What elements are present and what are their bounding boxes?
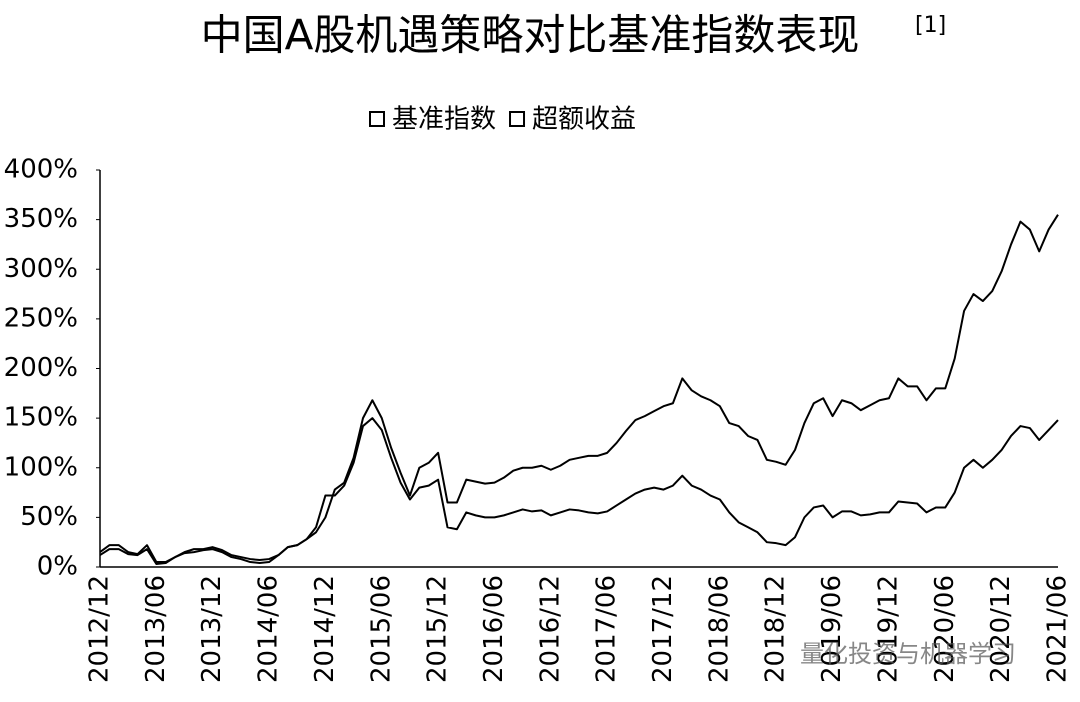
x-tick-label: 2015/12 — [423, 575, 453, 683]
series-line — [99, 214, 1059, 564]
x-tick-label: 2016/12 — [535, 575, 565, 683]
y-tick-label: 50% — [20, 502, 78, 532]
x-tick-label: 2019/12 — [873, 575, 903, 683]
x-tick-label: 2017/06 — [592, 575, 622, 683]
y-tick-label: 100% — [4, 452, 78, 482]
legend-label: 基准指数 — [392, 105, 496, 135]
y-tick-label: 300% — [4, 254, 78, 284]
y-tick-label: 0% — [37, 552, 78, 582]
y-tick-label: 400% — [4, 155, 78, 185]
legend-marker — [509, 111, 526, 127]
x-tick-label: 2017/12 — [648, 575, 678, 683]
y-tick-label: 250% — [4, 303, 78, 333]
x-tick-label: 2015/06 — [366, 575, 396, 683]
x-tick-label: 2020/12 — [986, 575, 1016, 683]
x-tick-label: 2018/06 — [704, 575, 734, 683]
series-line — [99, 417, 1059, 566]
y-tick-label: 150% — [4, 403, 78, 433]
x-tick-label: 2013/06 — [141, 575, 171, 683]
legend-marker — [369, 111, 385, 127]
x-tick-label: 2016/06 — [479, 575, 509, 683]
y-tick-label: 200% — [4, 353, 78, 383]
x-tick-label: 2014/06 — [254, 575, 284, 683]
x-tick-label: 2019/06 — [817, 575, 847, 683]
y-tick-label: 350% — [4, 204, 78, 234]
x-tick-label: 2020/06 — [930, 575, 960, 683]
watermark: 量化投资与机器学习 — [800, 640, 1016, 668]
legend-label: 超额收益 — [532, 105, 636, 135]
x-tick-label: 2018/12 — [761, 575, 791, 683]
x-tick-label: 2021/06 — [1043, 575, 1073, 683]
x-tick-label: 2012/12 — [85, 575, 115, 683]
chart-title: 中国A股机遇策略对比基准指数表现 — [201, 11, 860, 60]
title-note: [1] — [915, 13, 946, 38]
x-tick-label: 2013/12 — [197, 575, 227, 683]
x-tick-label: 2014/12 — [310, 575, 340, 683]
